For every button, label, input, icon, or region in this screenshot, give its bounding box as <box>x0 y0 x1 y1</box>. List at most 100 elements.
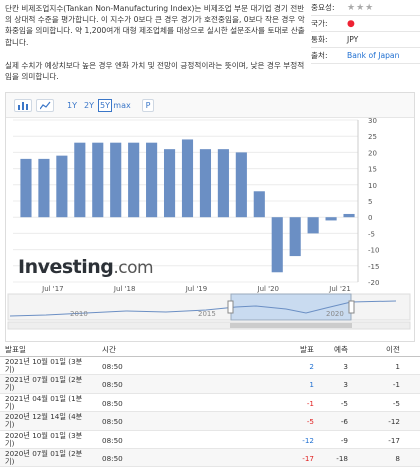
forecast-value-cell: 3 <box>343 362 348 371</box>
table-row: 2021년 07월 01일 (2분기) 08:50 1 3 -1 <box>0 375 420 394</box>
forecast-value-cell: -5 <box>340 398 348 408</box>
chart-bar <box>163 149 176 218</box>
header-actual: 발표 <box>300 344 314 354</box>
source-row: 출처: Bank of Japan <box>311 48 420 64</box>
country-row: 국가: ● <box>311 16 420 32</box>
navigator-year-label: 2020 <box>326 310 344 318</box>
table-row: 2020년 12월 14일 (4분기) 08:50 -5 -6 -12 <box>0 412 420 431</box>
range-2y-button[interactable]: 2Y <box>84 101 94 110</box>
x-tick-label: Jul '21 <box>328 285 351 293</box>
y-tick-label: -10 <box>368 247 379 255</box>
chart-bar <box>38 158 50 218</box>
y-tick-label: 25 <box>368 133 377 141</box>
table-row: 2020년 10월 01일 (3분기) 08:50 -12 -9 -17 <box>0 431 420 449</box>
release-time-cell: 08:50 <box>102 453 123 463</box>
header-date: 발표일 <box>5 344 26 354</box>
y-tick-label: 20 <box>368 149 377 157</box>
description-paragraph-1: 단칸 비제조업지수(Tankan Non-Manufacturing Index… <box>5 4 305 47</box>
logo-suffix-text: .com <box>113 258 154 278</box>
x-tick-label: Jul '18 <box>113 285 136 293</box>
previous-value-cell: 1 <box>395 362 400 371</box>
y-tick-label: 15 <box>368 166 377 174</box>
line-chart-icon[interactable] <box>36 99 54 112</box>
chart-bar <box>74 142 86 218</box>
investing-logo: Investing.com <box>18 256 154 278</box>
importance-label: 중요성: <box>311 3 335 12</box>
release-date-cell: 2020년 10월 01일 (3분기) <box>5 430 83 448</box>
y-tick-label: 10 <box>368 182 377 190</box>
release-date-cell: 2021년 10월 01일 (3분기) <box>5 357 83 374</box>
actual-value-cell: 1 <box>309 380 314 390</box>
japan-flag-icon: ● <box>347 18 355 29</box>
navigator-scrollbar <box>7 321 411 330</box>
chart-toolbar: 1Y 2Y 5Y max P <box>6 93 414 118</box>
source-label: 출처: <box>311 51 328 60</box>
release-date-cell: 2021년 07월 01일 (2분기) <box>5 375 83 393</box>
table-row: 2021년 04월 01일 (1분기) 08:50 -1 -5 -5 <box>0 393 420 413</box>
forecast-value-cell: -9 <box>340 435 348 445</box>
release-date-cell: 2020년 07월 01일 (2분기) <box>5 448 83 466</box>
logo-main-text: Investing <box>18 256 114 278</box>
header-previous: 이전 <box>386 344 400 354</box>
x-tick-label: Jul '17 <box>41 285 64 293</box>
release-time-cell: 08:50 <box>102 417 123 427</box>
source-link[interactable]: Bank of Japan <box>347 51 400 60</box>
actual-value-cell: -5 <box>306 417 314 427</box>
actual-value-cell: -17 <box>302 453 314 463</box>
chart-bar <box>110 142 122 218</box>
forecast-value-cell: -6 <box>340 417 348 427</box>
chart-bar <box>325 217 337 221</box>
chart-bar <box>343 213 355 218</box>
chart-bar <box>146 142 158 218</box>
navigator-scroll-thumb <box>230 323 352 328</box>
chart-bar <box>20 158 32 218</box>
chart-bar <box>271 217 283 273</box>
y-tick-label: 30 <box>368 118 377 125</box>
x-tick-label: Jul '19 <box>185 285 208 293</box>
range-5y-button[interactable]: 5Y <box>98 99 112 112</box>
chart-bar <box>199 149 212 218</box>
currency-row: 통화: JPY <box>311 32 420 48</box>
release-time-cell: 08:50 <box>102 362 123 371</box>
previous-value-cell: -17 <box>388 435 400 445</box>
chart-bar <box>56 155 68 218</box>
forecast-value-cell: -18 <box>336 453 348 463</box>
indicator-description: 단칸 비제조업지수(Tankan Non-Manufacturing Index… <box>5 3 305 94</box>
header-forecast: 예측 <box>334 344 348 354</box>
chart-panel: 1Y 2Y 5Y max P 30 25 20 15 10 5 0 -5 -10 -15 -20 Ju… <box>5 92 415 342</box>
actual-value-cell: -1 <box>306 398 314 408</box>
previous-value-cell: -12 <box>388 417 400 427</box>
navigator-year-label: 2015 <box>198 310 216 318</box>
chart-bar <box>217 149 229 218</box>
x-tick-label: Jul '20 <box>257 285 280 293</box>
currency-label: 통화: <box>311 35 328 44</box>
actual-value-cell: 2 <box>309 362 314 371</box>
indicator-info-panel: 중요성: ★★★ 국가: ● 통화: JPY 출처: Bank of Japan <box>311 0 420 64</box>
release-time-cell: 08:50 <box>102 435 123 445</box>
chart-bar <box>253 191 265 218</box>
navigator-right-handle <box>348 300 355 314</box>
range-max-button[interactable]: max <box>113 101 131 110</box>
forecast-value-cell: 3 <box>343 380 348 390</box>
table-header: 발표일 시간 발표 예측 이전 <box>0 342 420 357</box>
history-table: 발표일 시간 발표 예측 이전 2021년 10월 01일 (3분기) 08:50… <box>0 342 420 468</box>
y-tick-label: 0 <box>368 214 372 222</box>
previous-value-cell: 8 <box>395 453 400 463</box>
release-time-cell: 08:50 <box>102 380 123 390</box>
range-1y-button[interactable]: 1Y <box>67 101 77 110</box>
description-paragraph-2: 실제 수치가 예상치보다 높은 경우 엔화 가치 및 전망이 긍정적이라는 뜻이… <box>5 60 305 82</box>
currency-value: JPY <box>347 35 359 44</box>
previous-value-cell: -5 <box>392 398 400 408</box>
bar-chart-icon[interactable] <box>14 99 32 112</box>
navigator-line <box>9 300 397 317</box>
chart-p-button[interactable]: P <box>142 99 154 112</box>
y-tick-label: -15 <box>368 263 379 271</box>
previous-value-cell: -1 <box>392 380 400 390</box>
importance-row: 중요성: ★★★ <box>311 0 420 16</box>
country-label: 국가: <box>311 19 328 28</box>
release-date-cell: 2021년 04월 01일 (1분기) <box>5 393 83 411</box>
y-tick-label: 5 <box>368 198 372 206</box>
table-row: 2020년 07월 01일 (2분기) 08:50 -17 -18 8 <box>0 448 420 468</box>
table-body: 2021년 10월 01일 (3분기) 08:50 2 3 1 2021년 07월 01일… <box>0 357 420 468</box>
